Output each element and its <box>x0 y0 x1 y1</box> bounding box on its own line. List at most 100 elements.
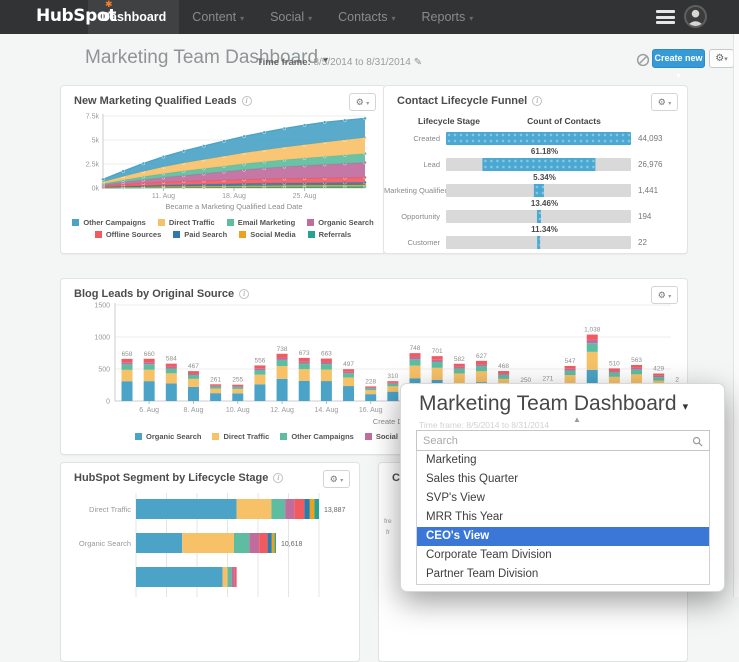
avatar[interactable] <box>684 5 707 28</box>
legend-item[interactable]: Email Marketing <box>226 217 295 228</box>
legend-item[interactable]: Social Media <box>364 432 421 441</box>
funnel-count: 26,976 <box>638 160 663 169</box>
legend-item[interactable]: Organic Search <box>307 217 374 228</box>
funnel-stage-label: Opportunity <box>401 212 440 221</box>
legend-item[interactable]: Offline Sources <box>94 229 161 240</box>
funnel-bar[interactable] <box>446 184 631 197</box>
axis-label-fragment: fr <box>386 529 390 536</box>
dropdown-item-mrr-this-year[interactable]: MRR This Year <box>426 511 504 523</box>
svg-text:14. Aug: 14. Aug <box>315 407 339 414</box>
legend-item[interactable]: Other Campaigns <box>280 432 354 441</box>
dropdown-item-corporate-team-division[interactable]: Corporate Team Division <box>426 549 552 561</box>
gear-icon: ⚙ <box>329 474 338 484</box>
svg-text:510: 510 <box>609 360 620 367</box>
nav-item-contacts[interactable]: Contacts ▾ <box>338 10 396 24</box>
mql-area-chart: 0k 2.5k 5k 7.5k 11. Aug 18. Aug 25. Aug Became … <box>86 114 367 211</box>
legend-swatch <box>72 219 80 226</box>
dropdown-item-sales-this-quarter[interactable]: Sales this Quarter <box>426 473 519 485</box>
chevron-down-icon: ▾ <box>682 401 689 413</box>
legend-item[interactable]: Other Campaigns <box>72 217 146 228</box>
dropdown-dashboard-title[interactable]: Marketing Team Dashboard ▾ <box>419 392 689 415</box>
svg-text:7.5k: 7.5k <box>86 114 100 121</box>
nav-item-dashboard[interactable]: Dashboard <box>88 0 180 34</box>
legend-item[interactable]: Social Media <box>239 229 296 240</box>
svg-text:547: 547 <box>565 358 576 365</box>
legend-item[interactable]: Direct Traffic <box>157 217 215 228</box>
svg-text:261: 261 <box>210 376 221 383</box>
svg-text:701: 701 <box>432 348 443 355</box>
chevron-down-icon: ▾ <box>240 14 245 23</box>
dashboard-search-box <box>416 430 710 451</box>
funnel-conversion-rate: 5.34% <box>533 173 556 182</box>
info-icon[interactable]: i <box>239 289 250 299</box>
panel-gear-button[interactable]: ⚙ ▾ <box>323 470 350 488</box>
panel-title: Contact Lifecycle Funnel i <box>397 95 543 107</box>
panel-title: HubSpot Segment by Lifecycle Stage i <box>74 472 284 484</box>
svg-text:738: 738 <box>277 346 288 353</box>
panel-gear-button[interactable]: ⚙ ▾ <box>651 286 678 304</box>
nav-item-reports[interactable]: Reports ▾ <box>421 10 474 24</box>
svg-text:Direct Traffic: Direct Traffic <box>89 505 131 514</box>
info-icon[interactable]: i <box>241 96 252 106</box>
funnel-row: Customer 22 <box>384 235 689 250</box>
dropdown-item-svp-s-view[interactable]: SVP's View <box>426 492 485 504</box>
mql-legend: Other Campaigns Direct Traffic Email Marke… <box>61 217 385 241</box>
funnel-bar[interactable] <box>446 210 631 223</box>
create-new-button[interactable]: Create new ▾ <box>652 49 705 80</box>
search-icon <box>692 436 703 447</box>
gear-icon: ⚙ <box>657 97 666 107</box>
panel-gear-button[interactable]: ⚙ ▾ <box>651 93 678 111</box>
legend-item[interactable]: Organic Search <box>135 432 201 441</box>
dropdown-item-ceo-s-view[interactable]: CEO's View <box>417 527 709 546</box>
funnel-stage-label: Customer <box>407 238 440 247</box>
svg-text:18. Aug: 18. Aug <box>222 193 246 200</box>
legend-item[interactable]: Direct Traffic <box>212 432 269 441</box>
dashboard-title[interactable]: Marketing Team Dashboard ▾ <box>85 47 329 68</box>
nav-item-social[interactable]: Social ▾ <box>270 10 313 24</box>
chevron-down-icon: ▾ <box>469 14 474 23</box>
nav-item-content[interactable]: Content ▾ <box>192 10 245 24</box>
hubspot-logo[interactable]: HubSpo ✱ t <box>36 0 116 26</box>
funnel-stage-label: Created <box>413 134 440 143</box>
panel-hubspot-segment-by-lifecycle-stage: HubSpot Segment by Lifecycle Stage i ⚙ ▾ … <box>60 462 360 662</box>
funnel-stage-label: Marketing Qualified L... <box>384 186 446 195</box>
svg-text:12. Aug: 12. Aug <box>270 407 294 414</box>
svg-text:10. Aug: 10. Aug <box>226 407 250 414</box>
info-icon[interactable]: i <box>532 96 543 106</box>
legend-swatch <box>364 433 372 440</box>
legend-item[interactable]: Referrals <box>307 229 351 240</box>
svg-text:258: 258 <box>675 376 679 383</box>
svg-text:1000: 1000 <box>94 335 110 342</box>
funnel-bar[interactable] <box>446 132 631 145</box>
sprocket-icon: ✱ <box>105 0 113 10</box>
svg-text:310: 310 <box>387 373 398 380</box>
ban-icon[interactable] <box>636 53 650 72</box>
info-icon[interactable]: i <box>273 473 284 483</box>
search-input[interactable] <box>423 431 683 450</box>
funnel-bar[interactable] <box>446 236 631 249</box>
hamburger-menu-icon[interactable] <box>656 10 675 24</box>
dropdown-item-partner-team-division[interactable]: Partner Team Division <box>426 568 539 580</box>
chevron-down-icon: ▾ <box>676 73 681 80</box>
svg-text:16. Aug: 16. Aug <box>359 407 383 414</box>
svg-text:2.5k: 2.5k <box>86 162 100 169</box>
gear-icon: ⚙ <box>715 53 725 64</box>
gear-icon: ⚙ <box>657 290 666 300</box>
segment-hbar-chart: Direct Traffic 13,887 Organic Search 10,618 <box>79 493 346 597</box>
pencil-icon[interactable]: ✎ <box>413 57 423 68</box>
svg-text:25. Aug: 25. Aug <box>293 193 317 200</box>
axis-label-fragment: fre <box>384 518 392 525</box>
panel-title: New Marketing Qualified Leads i <box>74 95 252 107</box>
svg-text:582: 582 <box>454 356 465 363</box>
funnel-conversion-rate: 61.18% <box>530 147 559 156</box>
dashboard-list: Marketing Sales this Quarter SVP's View MRR… <box>416 451 710 585</box>
legend-swatch <box>157 219 165 226</box>
legend-item[interactable]: Paid Search <box>173 229 227 240</box>
legend-swatch <box>239 231 247 238</box>
settings-gear-button[interactable]: ⚙▾ <box>709 49 734 68</box>
funnel-bar[interactable] <box>446 158 631 171</box>
dropdown-item-marketing[interactable]: Marketing <box>426 454 477 466</box>
legend-swatch <box>307 231 315 238</box>
svg-text:0k: 0k <box>92 186 100 193</box>
panel-gear-button[interactable]: ⚙ ▾ <box>349 93 376 111</box>
